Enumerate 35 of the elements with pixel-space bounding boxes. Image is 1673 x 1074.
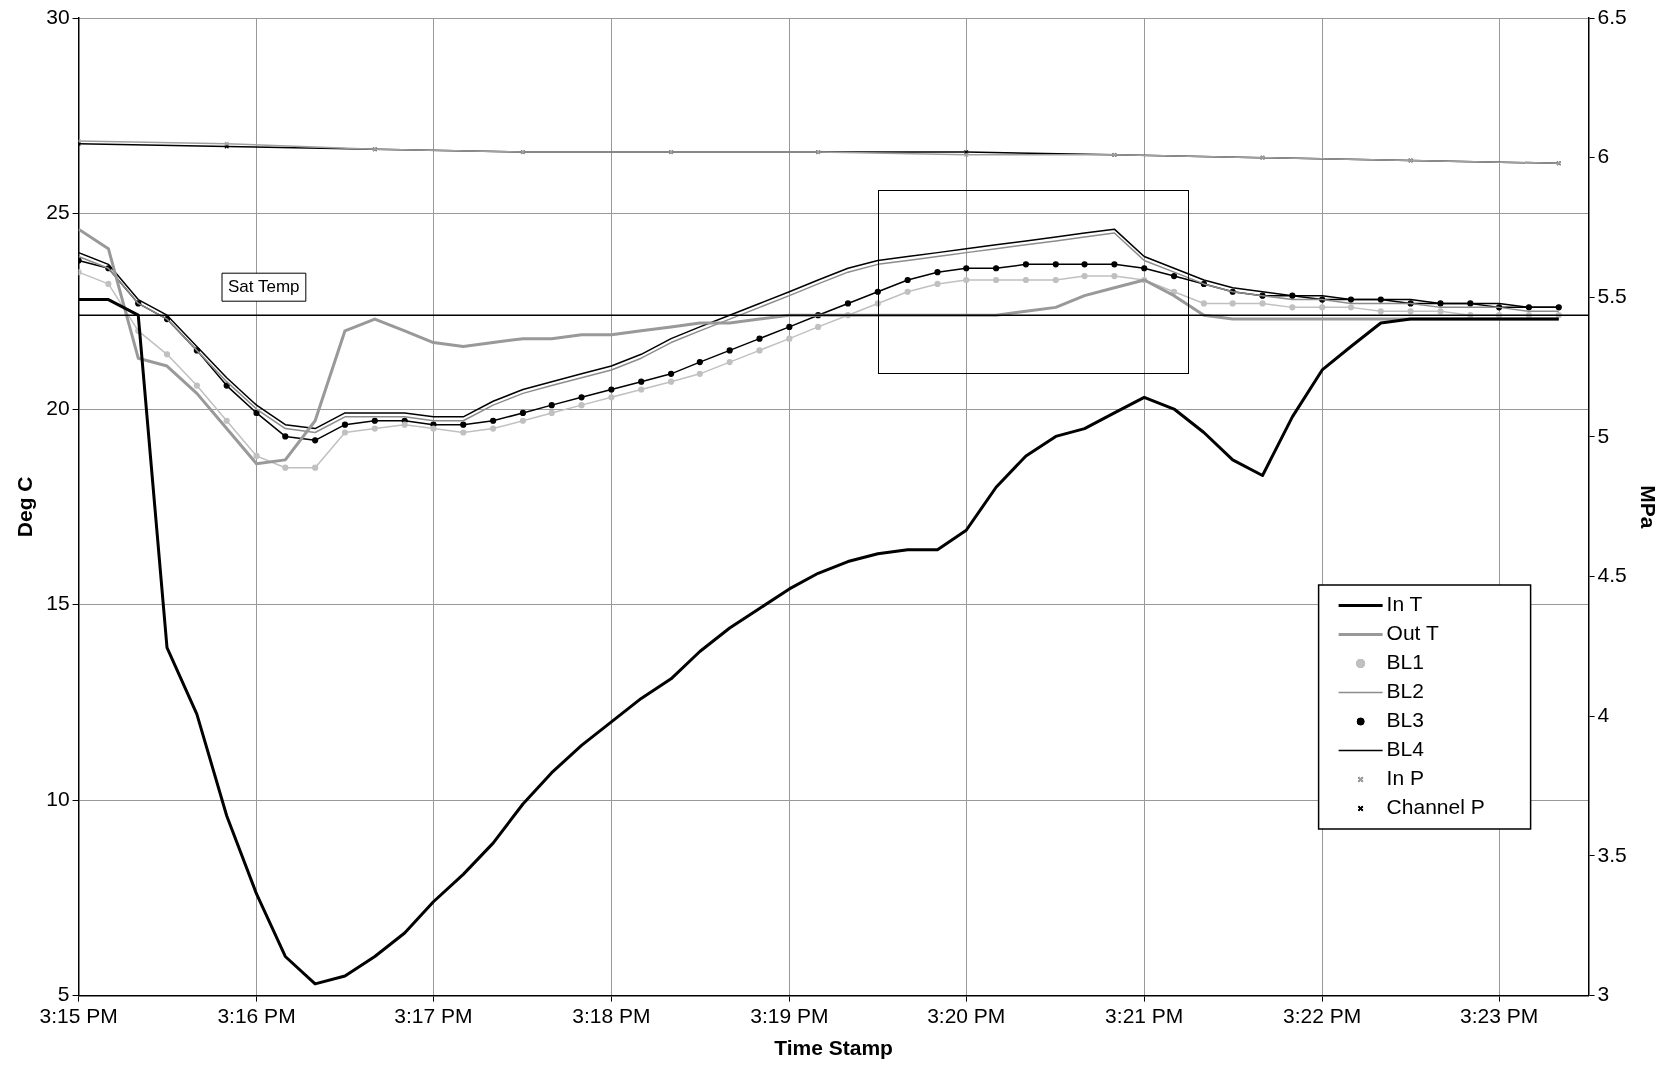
y2-tick-label: 4 [1597,703,1610,727]
x-tick-label: 3:17 PM [394,1004,473,1027]
x-axis-title: Time Stamp [774,1036,893,1060]
y2-tick-label: 6 [1597,144,1610,168]
legend-label: Out T [1386,621,1439,645]
x-tick-label: 3:21 PM [1105,1004,1184,1027]
y-tick-label: 30 [46,4,70,28]
y-tick-label: 5 [57,982,70,1006]
x-tick-label: 3:19 PM [750,1004,829,1027]
x-tick-label: 3:22 PM [1283,1004,1362,1027]
x-tick-label: 3:16 PM [217,1004,296,1027]
y2-tick-label: 4.5 [1597,563,1627,587]
legend-label: Channel P [1386,795,1485,819]
legend-label: In P [1386,766,1424,790]
legend-label: BL4 [1386,737,1425,761]
legend-label: BL2 [1386,679,1424,703]
y-tick-label: 25 [46,200,70,224]
y-tick-label: 20 [46,395,70,419]
y2-tick-label: 3.5 [1597,842,1627,866]
legend-label: BL3 [1386,708,1424,732]
y2-tick-label: 6.5 [1597,4,1627,28]
x-tick-label: 3:15 PM [39,1004,118,1027]
y-tick-label: 15 [46,591,70,615]
legend-label: BL1 [1386,650,1424,674]
y-tick-label: 10 [46,786,70,810]
ref-line-label: Sat Temp [228,276,300,296]
x-tick-label: 3:23 PM [1459,1004,1539,1027]
y2-axis-title: MPa [1636,485,1660,529]
y-axis-title: Deg C [13,476,37,538]
x-tick-label: 3:18 PM [572,1004,651,1027]
y2-tick-label: 3 [1597,982,1610,1006]
y2-tick-label: 5 [1597,423,1610,447]
x-tick-label: 3:20 PM [927,1004,1006,1027]
y2-tick-label: 5.5 [1597,284,1627,308]
legend-label: In T [1386,592,1423,616]
